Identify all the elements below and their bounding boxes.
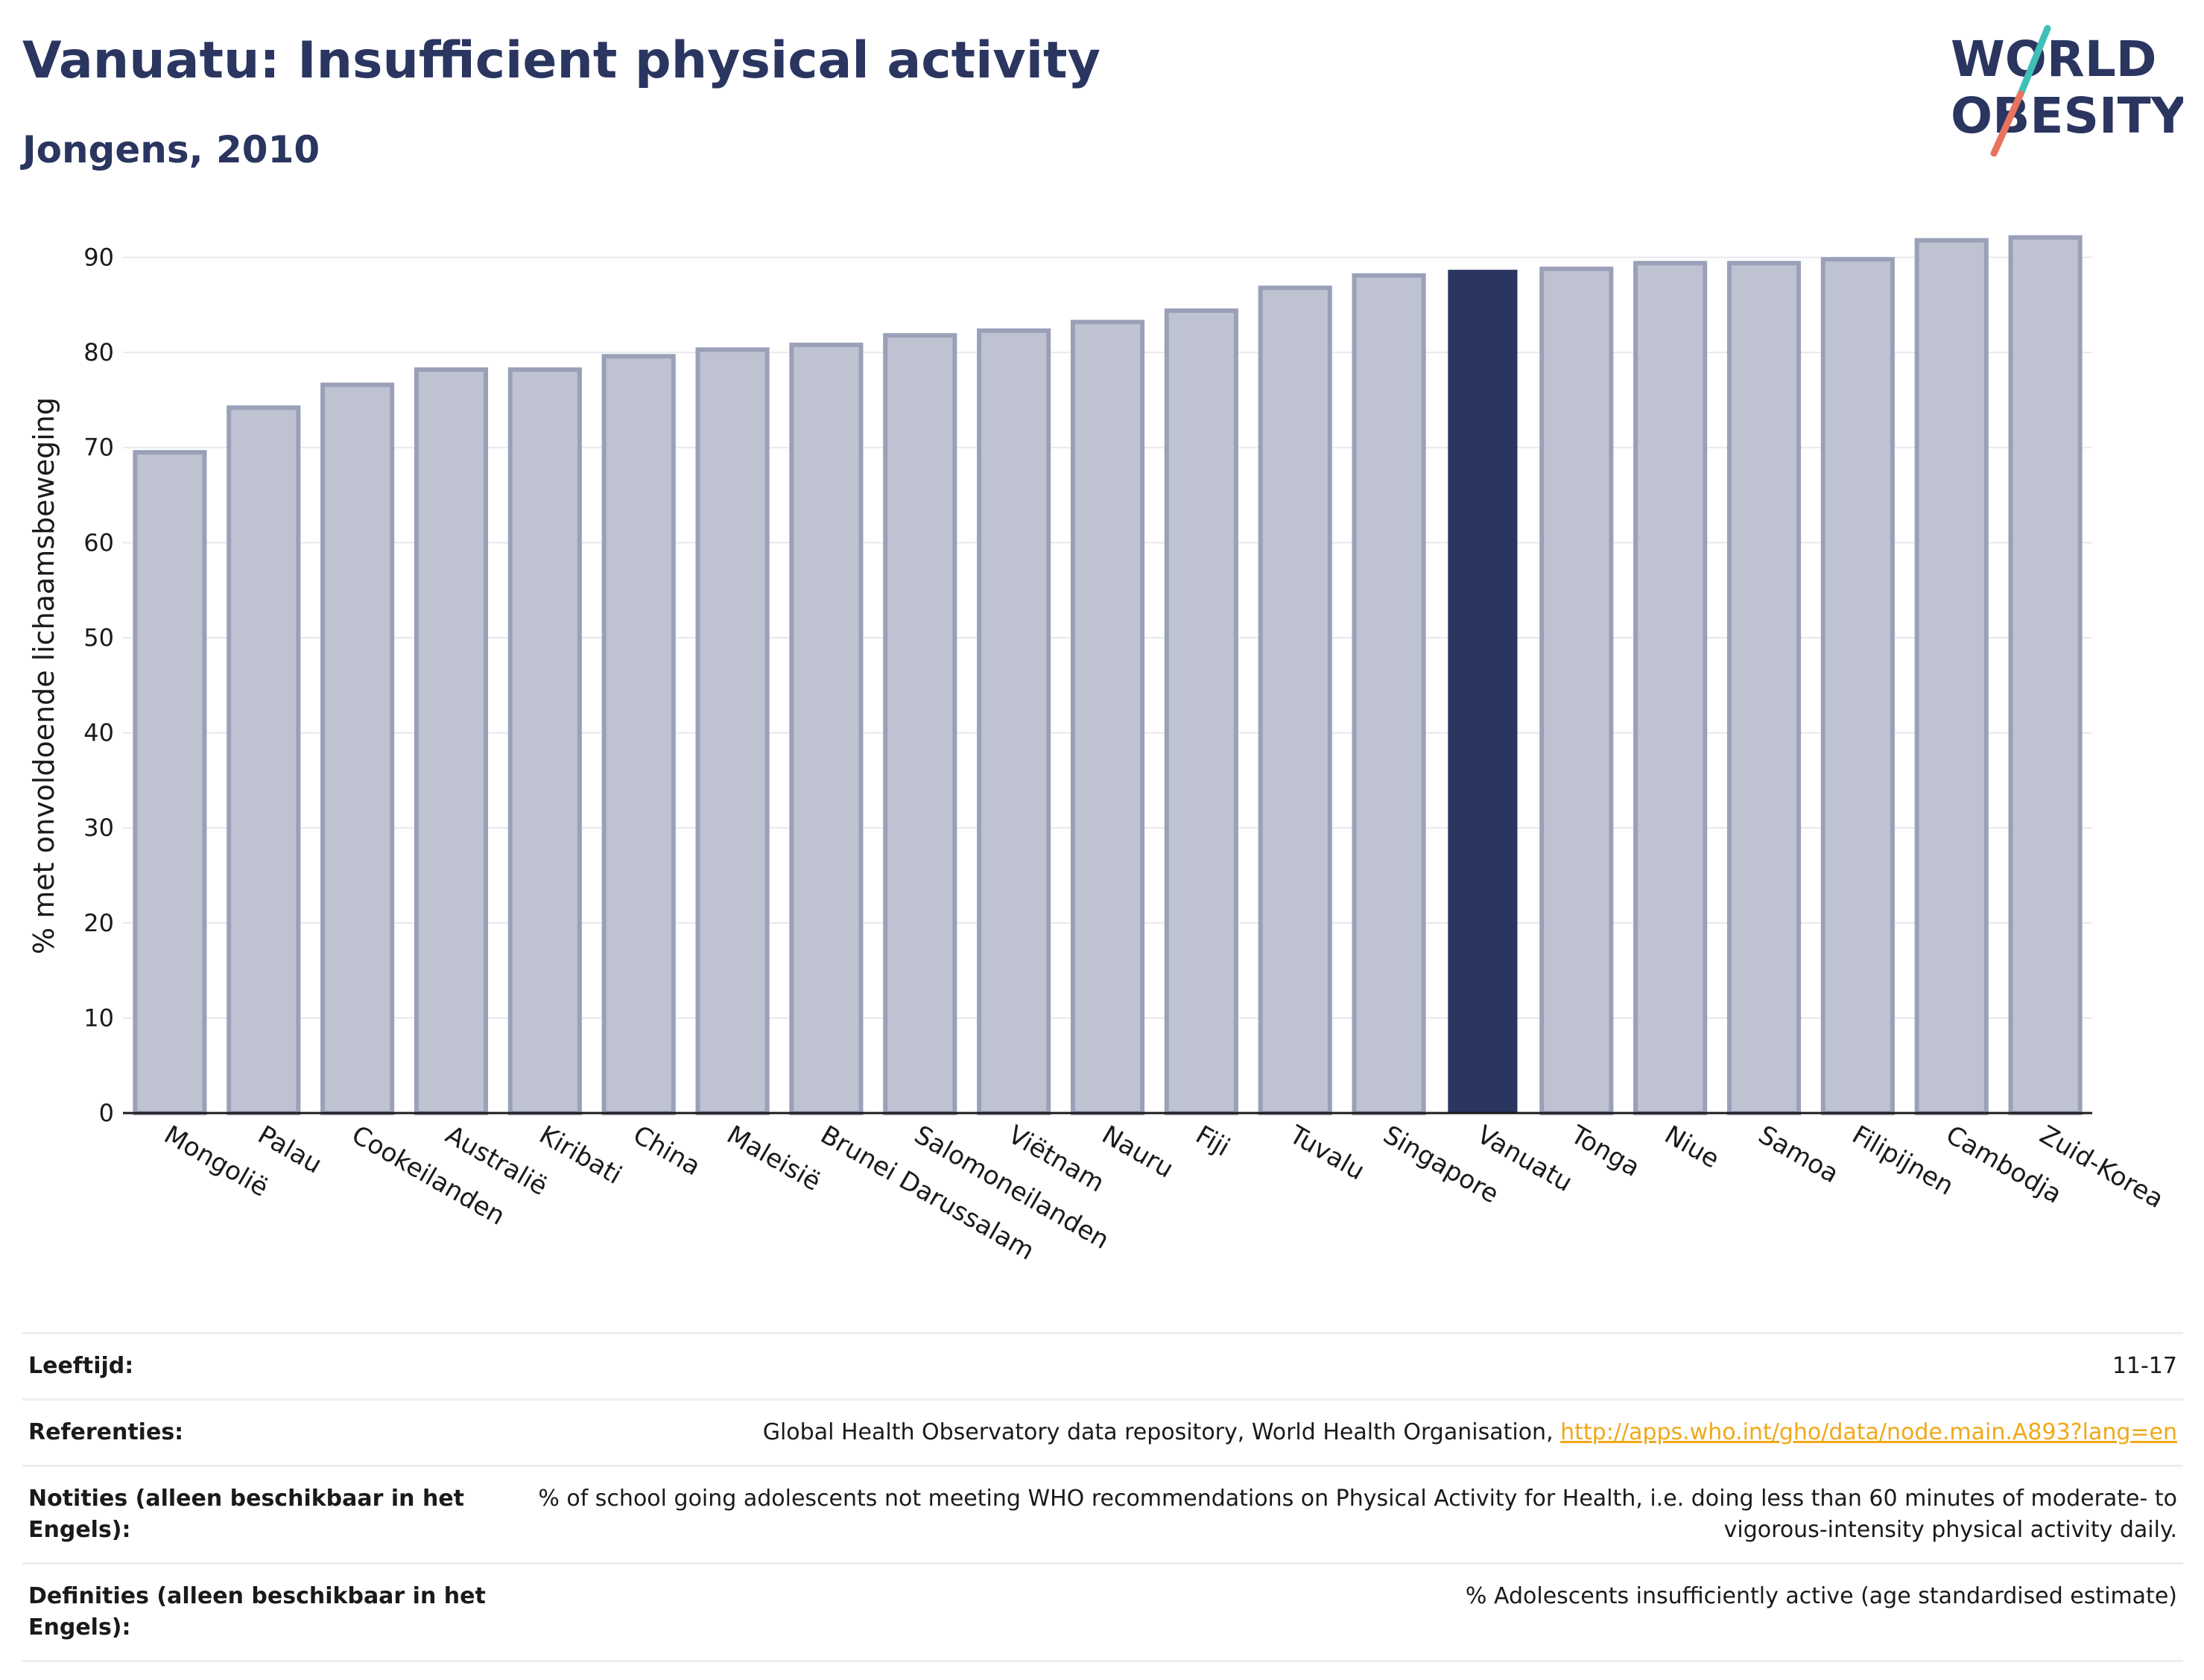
x-tick-label: Maleisië: [722, 1120, 826, 1197]
bar[interactable]: [601, 354, 676, 1115]
page-subtitle: Jongens, 2010: [22, 128, 320, 171]
logo-line1: WORLD: [1951, 31, 2157, 88]
info-value-age: 11-17: [2112, 1353, 2177, 1379]
reference-text: Global Health Observatory data repositor…: [762, 1419, 1561, 1445]
y-tick-label: 50: [83, 624, 114, 652]
y-tick-label: 10: [83, 1004, 114, 1032]
logo-slash-top: [2017, 25, 2051, 98]
x-tick-label: Nauru: [1097, 1120, 1179, 1184]
info-table: Leeftijd: 11-17 Referenties: Global Heal…: [22, 1332, 2183, 1662]
bar[interactable]: [1820, 257, 1895, 1116]
info-row-age: Leeftijd: 11-17: [22, 1333, 2183, 1400]
bar[interactable]: [695, 347, 770, 1116]
info-value-definitions: % Adolescents insufficiently active (age…: [1465, 1583, 2177, 1609]
bar-highlight[interactable]: [1448, 270, 1518, 1114]
info-row-references: Referenties: Global Health Observatory d…: [22, 1399, 2183, 1466]
x-tick-label: Samoa: [1753, 1120, 1843, 1189]
x-tick-label: Tuvalu: [1284, 1120, 1369, 1187]
bar[interactable]: [227, 405, 301, 1115]
y-tick-label: 0: [99, 1099, 114, 1127]
y-tick-label: 90: [83, 244, 114, 272]
x-tick-label: Mongolië: [159, 1120, 273, 1203]
info-value-notes: % of school going adolescents not meetin…: [538, 1486, 2177, 1543]
x-tick-label: Tonga: [1565, 1120, 1644, 1183]
info-row-notes: Notities (alleen beschikbaar in het Enge…: [22, 1465, 2183, 1564]
bar[interactable]: [1914, 238, 1989, 1116]
info-value-references: Global Health Observatory data repositor…: [511, 1400, 2183, 1466]
bar[interactable]: [883, 333, 957, 1115]
y-tick-label: 30: [83, 814, 114, 842]
bar[interactable]: [507, 367, 582, 1116]
bar[interactable]: [1633, 261, 1708, 1116]
bar[interactable]: [977, 328, 1051, 1116]
world-obesity-logo[interactable]: WORLD OBESITY: [1937, 22, 2183, 156]
bar[interactable]: [789, 342, 864, 1115]
reference-link[interactable]: http://apps.who.int/gho/data/node.main.A…: [1560, 1419, 2177, 1445]
bars: [133, 235, 2083, 1116]
bar[interactable]: [1352, 273, 1426, 1116]
logo-slash-bottom: [1990, 90, 2024, 156]
y-tick-labels: 0 10 20 30 40 50 60 70 80 90: [83, 244, 114, 1127]
y-tick-label: 40: [83, 719, 114, 747]
bar[interactable]: [1164, 308, 1238, 1115]
x-tick-label: Filipijnen: [1847, 1120, 1959, 1202]
bar[interactable]: [133, 450, 207, 1115]
page-title: Vanuatu: Insufficient physical activity: [22, 31, 1101, 90]
y-tick-label: 20: [83, 909, 114, 937]
logo-line2: OBESITY: [1951, 87, 2183, 145]
bar[interactable]: [1258, 285, 1332, 1115]
info-key-notes: Notities (alleen beschikbaar in het Enge…: [28, 1486, 465, 1543]
bar[interactable]: [320, 382, 395, 1115]
bar[interactable]: [1539, 266, 1614, 1115]
y-axis-label: % met onvoldoende lichaamsbeweging: [28, 397, 60, 954]
y-tick-label: 70: [83, 434, 114, 462]
y-tick-label: 60: [83, 528, 114, 557]
x-tick-label: China: [628, 1120, 706, 1182]
info-key-age: Leeftijd:: [28, 1353, 134, 1379]
info-row-definitions: Definities (alleen beschikbaar in het En…: [22, 1563, 2183, 1661]
x-tick-label: Fiji: [1191, 1120, 1235, 1162]
info-key-definitions: Definities (alleen beschikbaar in het En…: [28, 1583, 486, 1641]
bar[interactable]: [1070, 320, 1145, 1115]
bar[interactable]: [2008, 235, 2083, 1116]
info-key-references: Referenties:: [28, 1419, 184, 1445]
x-tick-label: Niue: [1659, 1120, 1724, 1174]
bar[interactable]: [414, 367, 489, 1116]
bar[interactable]: [1726, 261, 1802, 1116]
x-tick-label: Palau: [253, 1120, 326, 1179]
y-tick-label: 80: [83, 338, 114, 367]
